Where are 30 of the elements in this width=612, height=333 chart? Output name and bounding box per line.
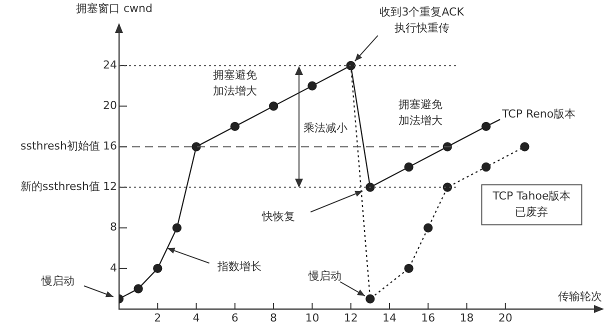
annotation: 快恢复 <box>261 210 296 223</box>
x-tick-label: 18 <box>460 311 474 324</box>
annotation: 乘法减小 <box>304 121 348 134</box>
x-tick-label: 4 <box>192 311 200 324</box>
x-tick-label: 8 <box>270 311 278 324</box>
annotation: 慢启动 <box>308 270 342 283</box>
annotation: 拥塞避免加法增大 <box>212 68 257 98</box>
series-label: TCP Tahoe版本已废弃 <box>492 190 571 219</box>
x-tick-label: 12 <box>344 311 358 324</box>
x-tick-label: 20 <box>498 311 512 324</box>
y-tick-label: 8 <box>110 220 117 234</box>
x-tick-label: 14 <box>382 311 396 324</box>
x-tick-label: 16 <box>421 311 436 324</box>
ref-line-label: ssthresh初始值 <box>20 140 100 153</box>
x-tick-label: 10 <box>305 311 320 324</box>
y-tick-label: 20 <box>103 99 117 112</box>
series-label: TCP Reno版本 <box>501 107 576 120</box>
annotation: 收到3个重复ACK执行快重传 <box>380 5 465 34</box>
annotation: 慢启动 <box>40 274 74 288</box>
y-tick-label: 16 <box>103 140 117 153</box>
x-axis-title: 传输轮次 <box>558 290 602 303</box>
y-axis-title: 拥塞窗口 cwnd <box>76 2 152 15</box>
annotation: 指数增长 <box>216 260 262 273</box>
ref-line-label: 新的ssthresh值 <box>20 180 100 194</box>
y-tick-label: 24 <box>103 58 117 72</box>
y-tick-label: 12 <box>103 180 117 194</box>
y-tick-label: 4 <box>110 261 117 274</box>
annotation: 拥塞避免加法增大 <box>398 98 442 127</box>
x-tick-label: 2 <box>154 311 162 324</box>
x-tick-label: 6 <box>231 311 238 324</box>
